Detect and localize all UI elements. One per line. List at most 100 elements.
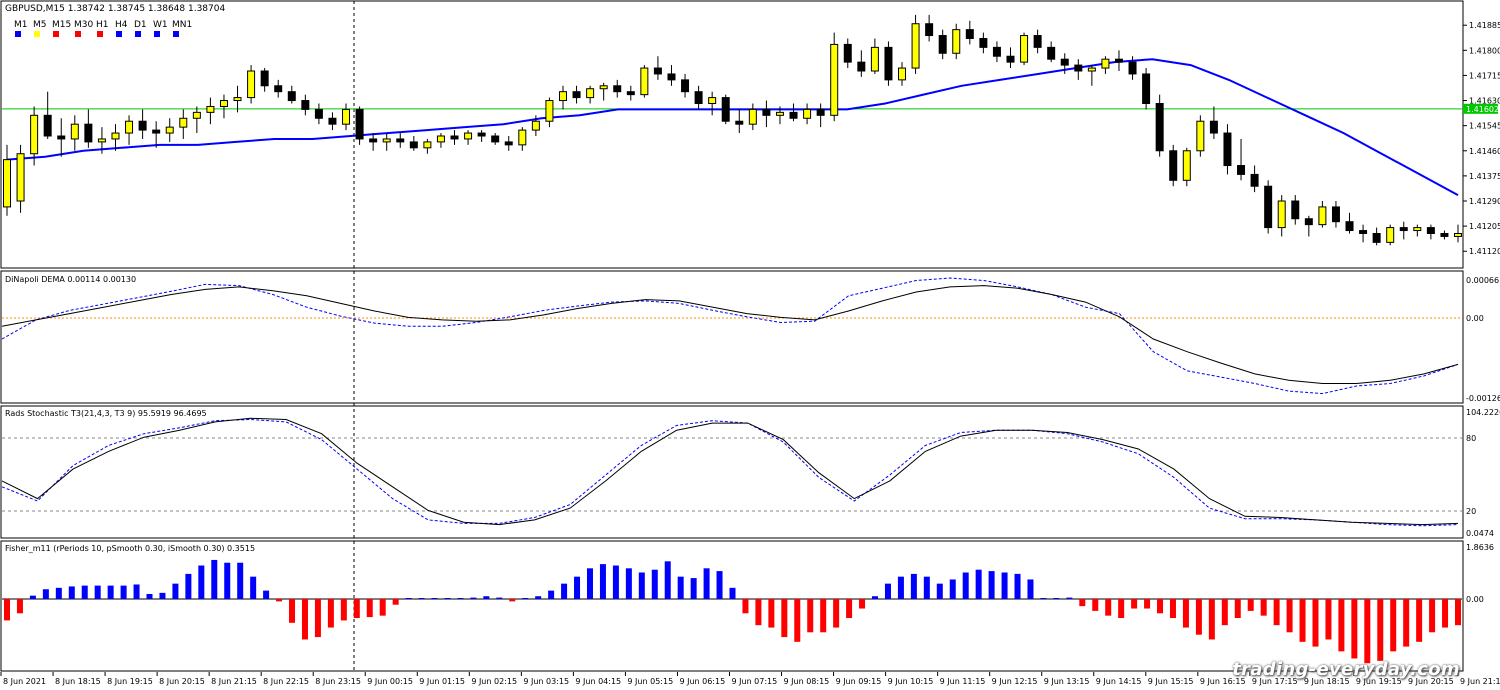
fisher-bar-positive (133, 584, 140, 599)
fisher-bar-positive (574, 576, 581, 599)
price-tick-label: 1.41800 (1469, 46, 1500, 55)
fisher-bar-negative (755, 599, 762, 626)
fisher-bar-positive (185, 573, 192, 599)
candle-bull (1413, 227, 1422, 232)
candle-bull (545, 100, 554, 122)
candle-bear (301, 100, 310, 110)
timeframe-m15[interactable]: M15 (52, 20, 71, 30)
time-tick-label: 8 Jun 22:15 (263, 677, 309, 686)
time-tick-label: 9 Jun 02:15 (471, 677, 517, 686)
timeframe-selector[interactable]: M1 M5 M15 M30 H1 H4 D1 W1 MN1 (14, 20, 192, 37)
fisher-bar-positive (444, 598, 451, 599)
dema-tick-top: 0.00066 (1466, 276, 1499, 285)
candle-bear (613, 85, 622, 93)
fisher-bar-negative (846, 599, 853, 619)
candle-bear (260, 70, 269, 87)
fisher-bar-negative (1390, 599, 1397, 652)
candle-bear (721, 97, 730, 122)
timeframe-d1[interactable]: D1 (134, 20, 147, 30)
fisher-bar-negative (1403, 599, 1410, 647)
candle-bear (450, 135, 459, 140)
fisher-bar-positive (975, 569, 982, 599)
fisher-bar-negative (820, 599, 827, 633)
timeframe-m30[interactable]: M30 (74, 20, 93, 30)
fisher-bar-positive (198, 565, 205, 599)
fisher-bar-positive (1040, 598, 1047, 599)
candle-bear (43, 114, 52, 137)
timeframe-m5[interactable]: M5 (33, 20, 47, 30)
fisher-bar-positive (146, 593, 153, 599)
candle-bear (789, 111, 798, 119)
fisher-bar-negative (16, 599, 23, 614)
candle-bull (775, 111, 784, 116)
price-tick-label: 1.41290 (1469, 197, 1500, 206)
fisher-bar-positive (729, 587, 736, 599)
candle-bear (1142, 73, 1151, 104)
stochastic-lines (1, 417, 1459, 527)
candle-bull (192, 111, 201, 119)
time-tick-label: 9 Jun 14:15 (1096, 677, 1142, 686)
fisher-bar-negative (1131, 599, 1138, 609)
candle-bear (1223, 132, 1232, 167)
fisher-bar-negative (859, 599, 866, 609)
candle-bull (1318, 206, 1327, 226)
stoch-tick-top: 104.2226 (1466, 408, 1500, 417)
fisher-bar-positive (910, 573, 917, 599)
fisher-bar-positive (250, 576, 257, 599)
candle-bull (1196, 120, 1205, 152)
candle-bull (748, 108, 757, 125)
candle-bull (708, 97, 717, 105)
candle-bull (898, 67, 907, 81)
timeframe-h1[interactable]: H1 (96, 20, 109, 30)
time-tick-label: 8 Jun 20:15 (159, 677, 205, 686)
time-tick-label: 9 Jun 08:15 (784, 677, 830, 686)
time-tick-label: 9 Jun 21:15 (1460, 677, 1500, 686)
candle-bear (681, 79, 690, 93)
candle-bull (179, 117, 188, 128)
timeframe-w1[interactable]: W1 (153, 20, 168, 30)
timeframe-m1[interactable]: M1 (14, 20, 28, 30)
candle-bull (70, 123, 79, 140)
time-tick-label: 9 Jun 17:15 (1252, 677, 1298, 686)
fisher-bar-positive (457, 598, 464, 599)
candle-bull (830, 43, 839, 116)
stoch-tick-bottom: 0.0474 (1466, 529, 1494, 538)
candle-bear (857, 61, 866, 72)
fisher-bar-positive (548, 590, 555, 599)
candle-bull (233, 97, 242, 102)
fisher-bar-positive (1053, 598, 1060, 599)
fisher-bar-positive (1027, 579, 1034, 599)
fisher-bar-negative (1377, 599, 1384, 661)
fisher-label: Fisher_m11 (rPeriods 10, pSmooth 0.30, i… (5, 544, 255, 553)
fisher-bar-positive (1001, 572, 1008, 599)
timeframe-h4[interactable]: H4 (115, 20, 128, 30)
candle-bear (572, 91, 581, 99)
time-tick-label: 9 Jun 15:15 (1148, 677, 1194, 686)
time-tick-label: 8 Jun 18:15 (55, 677, 101, 686)
fisher-bar-negative (1247, 599, 1254, 611)
candle-bear (84, 123, 93, 143)
candle-bull (952, 29, 961, 54)
candle-bull (464, 132, 473, 140)
timeframe-mn1[interactable]: MN1 (172, 20, 192, 30)
fisher-bar-positive (677, 576, 684, 599)
fisher-bar-positive (1066, 597, 1073, 599)
fisher-bar-negative (1144, 599, 1151, 609)
moving-average-line (6, 58, 1459, 196)
candles (3, 14, 1462, 246)
time-tick-label: 9 Jun 00:15 (367, 677, 413, 686)
fisher-bar-negative (781, 599, 788, 638)
time-tick-label: 9 Jun 09:15 (836, 677, 882, 686)
candle-bull (1277, 200, 1286, 229)
candle-bull (1386, 227, 1395, 243)
fisher-bar-positive (586, 568, 593, 599)
fisher-bar-positive (483, 596, 490, 599)
fisher-bar-negative (340, 599, 347, 621)
fisher-bar-positive (522, 598, 529, 599)
stoch-panel-frame (0, 405, 1464, 539)
fisher-bar-negative (1442, 599, 1449, 628)
timeframe-status-square (34, 31, 40, 37)
price-tick-label: 1.41715 (1469, 71, 1500, 80)
time-axis: 8 Jun 2021 8 Jun 18:15 8 Jun 19:15 8 Jun 20… (0, 672, 1500, 686)
